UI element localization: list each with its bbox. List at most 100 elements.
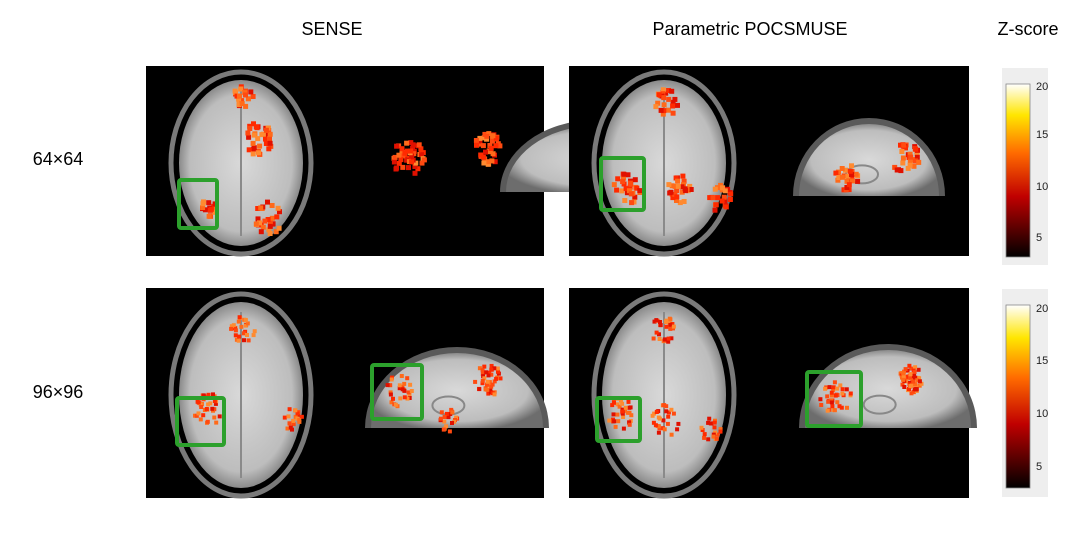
- activation: [409, 153, 414, 159]
- activation: [477, 135, 483, 141]
- activation: [441, 427, 446, 432]
- activation: [480, 143, 486, 149]
- activation: [625, 172, 631, 178]
- activation: [211, 392, 215, 397]
- activation: [651, 336, 656, 341]
- activation: [900, 160, 906, 166]
- activation: [900, 155, 906, 161]
- activation: [400, 164, 406, 170]
- activation: [843, 167, 848, 173]
- activation: [650, 413, 655, 418]
- activation: [849, 178, 855, 184]
- activation: [480, 368, 485, 373]
- activation: [620, 409, 625, 414]
- colorbar-tick: 20: [1036, 303, 1048, 315]
- colorbar-scale: [1005, 83, 1031, 258]
- colorbar-tick: 20: [1036, 81, 1048, 93]
- activation: [658, 323, 663, 328]
- activation: [662, 337, 667, 342]
- activation: [666, 182, 672, 188]
- activation: [274, 214, 280, 220]
- activation: [263, 127, 269, 133]
- activation: [671, 411, 676, 416]
- activation: [396, 152, 402, 158]
- activation: [493, 143, 499, 149]
- activation: [901, 142, 907, 148]
- activation: [627, 410, 632, 415]
- image-panel: [569, 288, 977, 499]
- activation: [662, 403, 667, 408]
- activation: [668, 326, 673, 331]
- activation: [291, 418, 296, 423]
- activation: [715, 432, 720, 437]
- activation: [295, 411, 300, 416]
- activation: [830, 404, 835, 409]
- activation: [903, 145, 908, 151]
- colorbar-tick: 5: [1036, 461, 1042, 473]
- activation: [911, 379, 916, 384]
- activation: [397, 386, 402, 391]
- activation: [908, 154, 914, 160]
- activation: [233, 90, 238, 96]
- activation: [263, 136, 268, 142]
- activation: [674, 194, 680, 200]
- activation: [899, 373, 904, 378]
- activation: [489, 158, 495, 164]
- activation: [653, 104, 659, 110]
- activation: [385, 383, 390, 388]
- activation: [200, 201, 206, 207]
- activation: [396, 160, 402, 166]
- activation: [679, 189, 685, 195]
- activation: [477, 138, 483, 144]
- activation: [267, 131, 273, 137]
- activation: [623, 186, 629, 192]
- activation: [670, 103, 676, 109]
- activation: [660, 111, 666, 117]
- activation: [706, 437, 711, 442]
- activation: [855, 178, 861, 184]
- activation: [245, 130, 251, 136]
- activation: [485, 387, 490, 392]
- activation: [844, 185, 850, 190]
- activation: [409, 159, 414, 165]
- activation: [438, 416, 443, 421]
- activation: [912, 158, 918, 164]
- activation: [612, 400, 616, 405]
- activation: [901, 377, 906, 382]
- activation: [198, 417, 203, 422]
- activation: [258, 229, 264, 235]
- activation: [389, 400, 394, 405]
- activation: [676, 421, 681, 426]
- activation: [212, 415, 217, 420]
- activation: [908, 372, 913, 377]
- activation: [405, 396, 410, 401]
- activation: [264, 132, 270, 138]
- activation: [657, 332, 661, 337]
- activation: [668, 322, 673, 327]
- activation: [258, 205, 264, 211]
- activation: [246, 134, 252, 140]
- activation: [412, 164, 418, 169]
- activation: [666, 339, 671, 344]
- activation: [239, 98, 245, 104]
- activation: [670, 99, 676, 105]
- activation: [442, 419, 447, 424]
- activation: [245, 321, 250, 326]
- activation: [708, 421, 713, 426]
- activation: [913, 365, 918, 370]
- activation: [446, 415, 451, 420]
- activation: [913, 146, 919, 152]
- activation: [484, 133, 490, 139]
- activation: [266, 146, 272, 152]
- activation: [400, 153, 406, 159]
- roi-box: [599, 156, 646, 212]
- activation: [196, 411, 201, 416]
- activation: [196, 400, 201, 405]
- activation: [656, 430, 661, 435]
- activation: [718, 429, 723, 434]
- activation: [498, 376, 503, 381]
- activation: [398, 157, 404, 163]
- skull: [168, 69, 314, 257]
- activation: [205, 419, 210, 424]
